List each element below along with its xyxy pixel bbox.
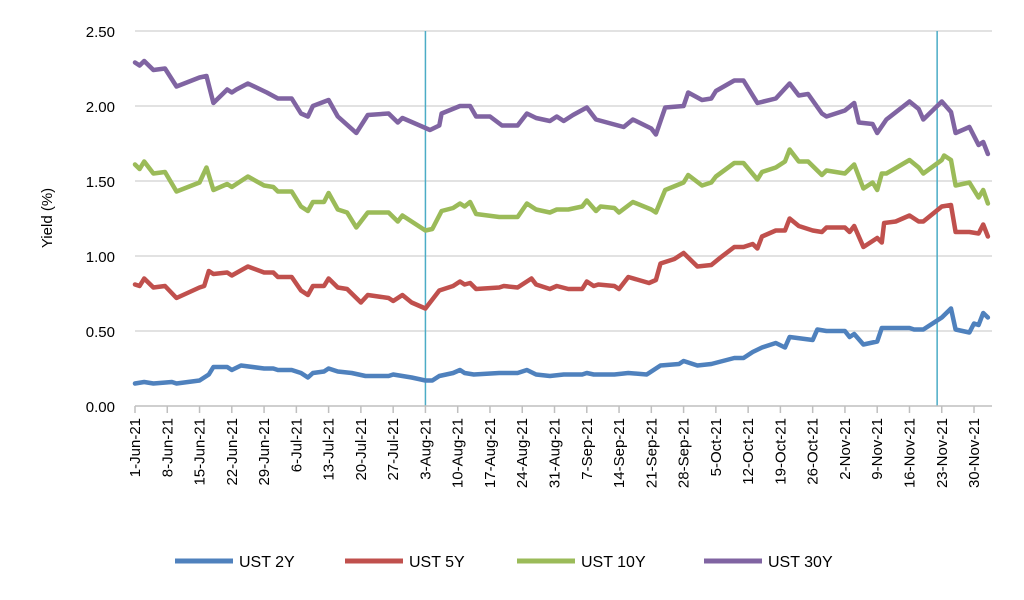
x-tick-label: 16-Nov-21: [901, 418, 918, 488]
series-line-ust-10y: [132, 147, 991, 233]
y-tick-label: 0.00: [86, 399, 115, 416]
legend: UST 2Y UST 5Y UST 10Y UST 30Y: [175, 554, 833, 571]
x-axis: 1-Jun-21 8-Jun-21 15-Jun-21 22-Jun-21 29-Jun…: [127, 405, 992, 488]
x-tick-label: 3-Aug-21: [417, 418, 434, 480]
x-tick-label: 26-Oct-21: [805, 418, 822, 485]
x-tick-label: 17-Aug-21: [482, 418, 499, 488]
vertical-markers: [424, 31, 938, 406]
series-line-ust-5y: [132, 202, 991, 311]
x-tick-label: 22-Jun-21: [224, 418, 241, 486]
y-tick-label: 2.50: [86, 24, 115, 41]
x-tick-label: 20-Jul-21: [353, 418, 370, 481]
x-tick-label: 15-Jun-21: [192, 418, 209, 486]
x-tick-label: 23-Nov-21: [934, 418, 951, 488]
y-tick-label: 0.50: [86, 324, 115, 341]
legend-label: UST 2Y: [239, 554, 295, 571]
x-tick-label: 30-Nov-21: [966, 418, 983, 488]
series-lines: [132, 58, 991, 386]
series-line-ust-2y: [132, 306, 991, 386]
x-tick-label: 14-Sep-21: [611, 418, 628, 488]
x-tick-label: 5-Oct-21: [708, 418, 725, 476]
x-tick-label: 13-Jul-21: [321, 418, 338, 481]
legend-label: UST 10Y: [581, 554, 646, 571]
legend-label: UST 30Y: [768, 554, 833, 571]
x-tick-label: 2-Nov-21: [837, 418, 854, 480]
x-tick-label: 28-Sep-21: [676, 418, 693, 488]
y-axis-title: Yield (%): [39, 188, 56, 248]
y-tick-label: 2.00: [86, 99, 115, 116]
y-axis: 0.00 0.50 1.00 1.50 2.00 2.50: [86, 24, 115, 416]
x-tick-label: 12-Oct-21: [740, 418, 757, 485]
series-line-ust-30y: [132, 58, 991, 157]
x-tick-label: 29-Jun-21: [256, 418, 273, 486]
x-tick-label: 6-Jul-21: [288, 418, 305, 472]
legend-label: UST 5Y: [409, 554, 465, 571]
x-tick-label: 24-Aug-21: [514, 418, 531, 488]
x-tick-label: 21-Sep-21: [643, 418, 660, 488]
x-tick-label: 7-Sep-21: [579, 418, 596, 480]
y-tick-label: 1.50: [86, 174, 115, 191]
x-tick-label: 27-Jul-21: [385, 418, 402, 481]
x-tick-label: 9-Nov-21: [869, 418, 886, 480]
x-tick-label: 31-Aug-21: [547, 418, 564, 488]
x-tick-label: 8-Jun-21: [159, 418, 176, 477]
x-tick-label: 1-Jun-21: [127, 418, 144, 477]
x-tick-label: 10-Aug-21: [450, 418, 467, 488]
x-tick-label: 19-Oct-21: [772, 418, 789, 485]
y-tick-label: 1.00: [86, 249, 115, 266]
